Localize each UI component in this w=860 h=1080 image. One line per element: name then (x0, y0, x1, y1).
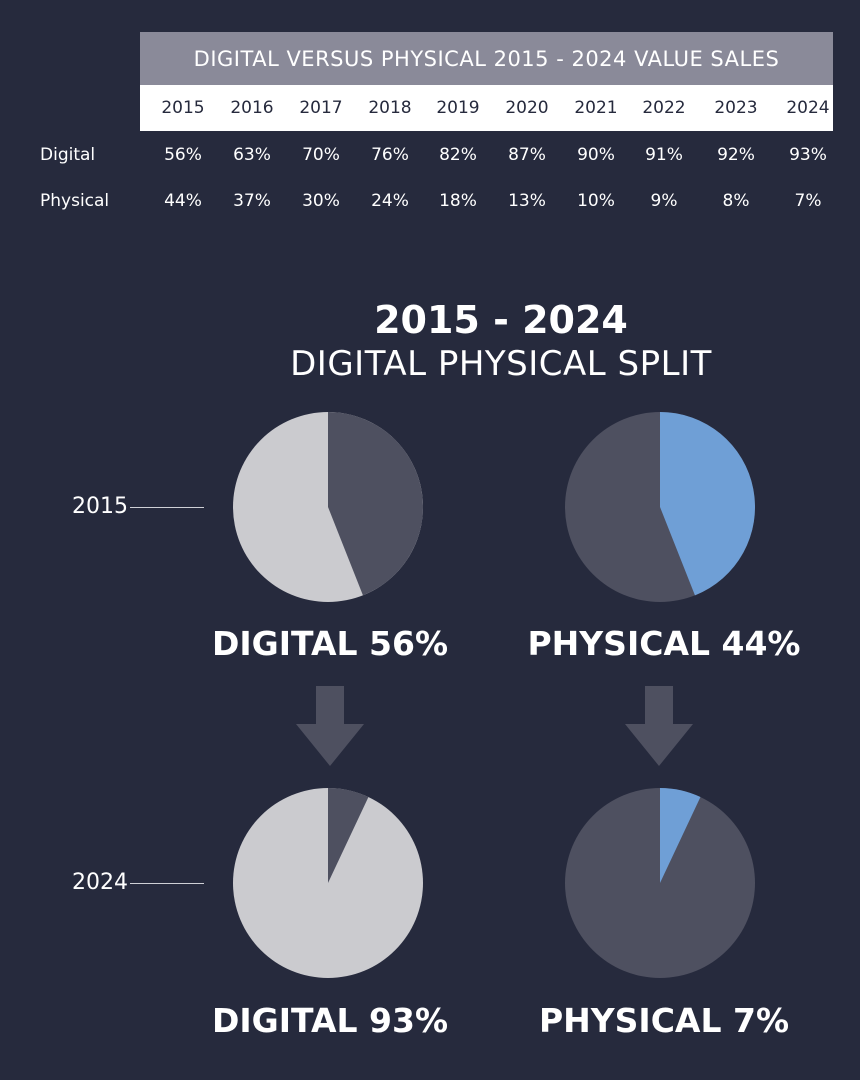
table-cell: 56% (164, 145, 202, 165)
table-cell: 90% (577, 145, 615, 165)
pie-physical-2024 (565, 788, 755, 978)
table-title: DIGITAL VERSUS PHYSICAL 2015 - 2024 VALU… (140, 32, 833, 85)
year-header-2023: 2023 (714, 98, 758, 118)
pie-slice-digital-2024-physical (328, 788, 369, 883)
row-label-digital: Digital (40, 145, 96, 165)
table-cell: 63% (233, 145, 271, 165)
down-arrow-icon (625, 686, 693, 766)
caption-digital-2015: DIGITAL 56% (211, 624, 449, 663)
year-label-2015: 2015 (72, 494, 128, 519)
table-cell: 7% (794, 191, 822, 211)
pie-physical-2015 (565, 412, 756, 602)
table-cell: 24% (371, 191, 409, 211)
split-subtitle: DIGITAL PHYSICAL SPLIT (290, 344, 712, 384)
table-row-physical: Physical 44% 37% 30% 24% 18% 13% 10% 9% 8% 7% (0, 191, 860, 221)
year-header-2022: 2022 (642, 98, 686, 118)
year-header-2024: 2024 (786, 98, 830, 118)
year-connector-2024 (130, 883, 204, 884)
table-cell: 82% (439, 145, 477, 165)
year-header-2015: 2015 (161, 98, 205, 118)
down-arrow-icon (296, 686, 364, 766)
table-cell: 13% (508, 191, 546, 211)
table-cell: 37% (233, 191, 271, 211)
year-header-2017: 2017 (299, 98, 343, 118)
pie-slice-physical-2024-physical (660, 788, 701, 883)
year-connector-2015 (130, 507, 204, 508)
table-cell: 9% (650, 191, 678, 211)
split-title: 2015 - 2024 (374, 298, 628, 342)
table-cell: 10% (577, 191, 615, 211)
pie-digital-2024 (233, 788, 423, 978)
caption-digital-2024: DIGITAL 93% (211, 1001, 449, 1040)
year-header-2020: 2020 (505, 98, 549, 118)
pie-slice-digital-2015-physical (328, 411, 424, 596)
table-cell: 91% (645, 145, 683, 165)
year-header-2016: 2016 (230, 98, 274, 118)
table-cell: 70% (302, 145, 340, 165)
table-cell: 87% (508, 145, 546, 165)
year-label-2024: 2024 (72, 870, 128, 895)
table-cell: 92% (717, 145, 755, 165)
caption-physical-2024: PHYSICAL 7% (538, 1001, 790, 1040)
row-label-physical: Physical (40, 191, 110, 211)
table-cell: 93% (789, 145, 827, 165)
year-header-2021: 2021 (574, 98, 618, 118)
table-cell: 44% (164, 191, 202, 211)
pie-slice-physical-2015-physical (660, 412, 756, 596)
table-cell: 30% (302, 191, 340, 211)
table-cell: 8% (722, 191, 750, 211)
year-header-2018: 2018 (368, 98, 412, 118)
pie-digital-2015 (233, 411, 424, 602)
caption-physical-2015: PHYSICAL 44% (527, 624, 801, 663)
year-header-2019: 2019 (436, 98, 480, 118)
table-cell: 18% (439, 191, 477, 211)
table-cell: 76% (371, 145, 409, 165)
table-row-digital: Digital 56% 63% 70% 76% 82% 87% 90% 91% 92% 93% (0, 145, 860, 175)
table-year-header-row: 2015 2016 2017 2018 2019 2020 2021 2022 2023 2024 (140, 85, 833, 131)
